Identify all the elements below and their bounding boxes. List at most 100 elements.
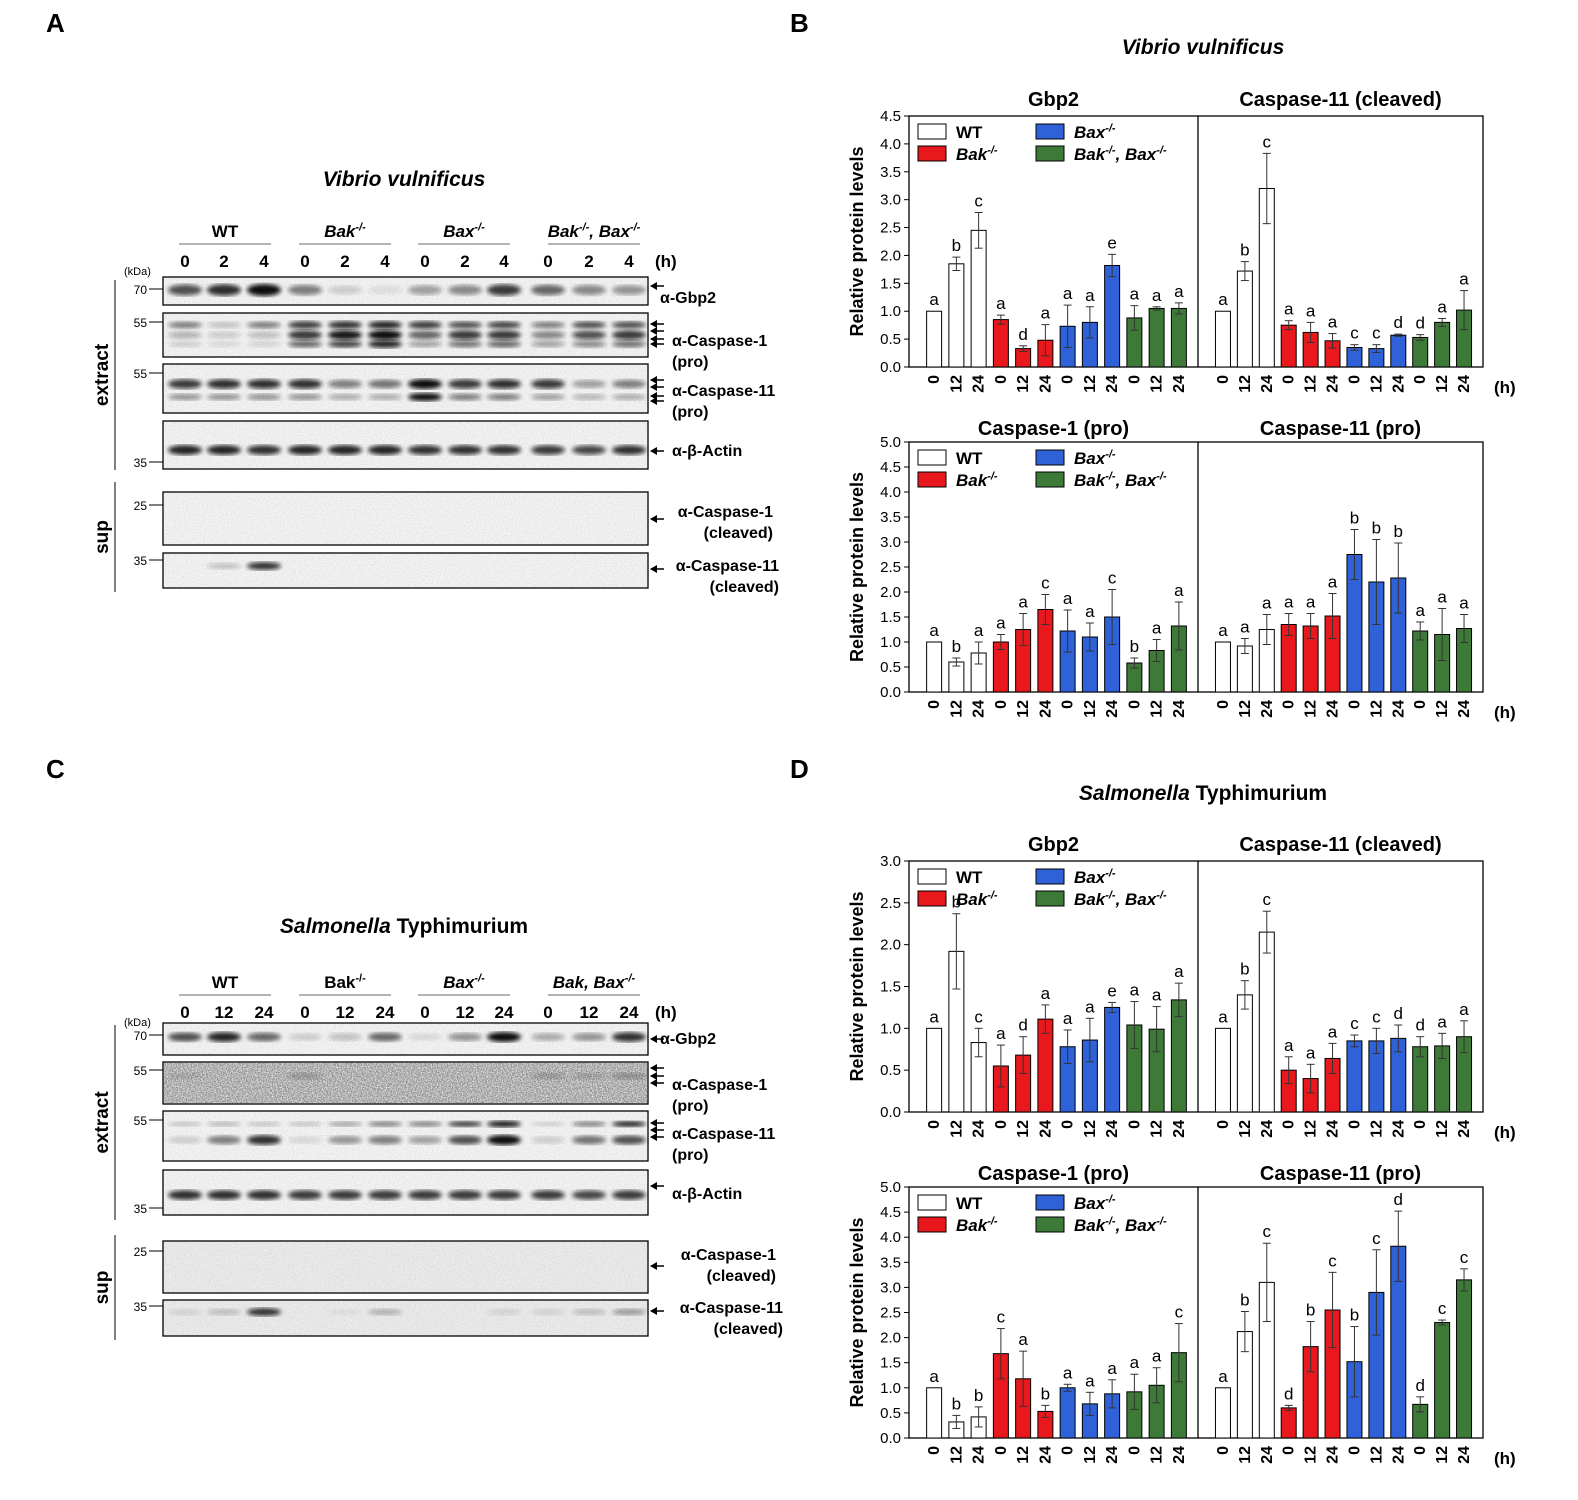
bar [1390,334,1407,368]
y-axis-label: Relative protein levels [847,146,867,336]
x-tick-label: 0 [1346,700,1363,709]
protein-band [368,340,402,348]
legend-label-wt: WT [956,123,983,142]
y-tick-label: 2.5 [880,1305,901,1322]
arrow-head [650,1133,657,1141]
bar [1434,321,1451,368]
significance-letter: a [1107,1359,1117,1378]
protein-band [168,445,202,455]
x-tick-label: 0 [1060,375,1077,384]
arrow-head [650,1126,657,1134]
legend-swatch-wt [917,123,947,140]
timepoint-label: 24 [255,1003,274,1022]
subpanel-title: Caspase-1 (pro) [978,1163,1129,1185]
y-tick-label: 0.5 [880,1062,901,1079]
subpanel-title: Gbp2 [1028,834,1079,856]
significance-letter: b [1130,637,1139,656]
x-tick-label: 12 [1015,1120,1032,1138]
protein-band [247,445,281,455]
arrow-head [650,320,657,328]
protein-band [408,1033,442,1041]
legend-label-bak: Bak-/- [956,145,998,164]
x-tick-label: 0 [1281,1446,1298,1455]
blot-strip: 55 α-Caspase-1 (pro) [134,1061,767,1115]
arrow-head [650,383,657,391]
x-tick-label: 12 [1303,375,1320,393]
protein-band [487,1309,521,1315]
protein-band [448,379,482,389]
blot-noise [164,365,647,412]
x-tick-label: 12 [1015,375,1032,393]
y-tick-label: 2.5 [880,895,901,912]
significance-letter: c [1372,1007,1381,1026]
timepoint-label: 0 [420,252,429,271]
protein-band [328,285,362,295]
protein-band [328,393,362,401]
significance-letter: a [1459,594,1469,613]
bar [1104,1006,1121,1113]
protein-band [168,321,202,329]
antibody-label: (cleaved) [710,579,779,596]
antibody-label: (pro) [672,404,708,421]
y-tick-label: 4.0 [880,1229,901,1246]
x-tick-label: 12 [1237,1446,1254,1464]
genotype-label: WT [212,222,239,241]
protein-band [572,393,606,401]
significance-letter: d [1394,313,1403,332]
bar-chart-B-top: 0.0 0.5 1.0 1.5 2.0 2.5 3.0 3.5 4.0 4.5 Relative p… [847,89,1516,397]
significance-letter: a [1152,986,1162,1005]
arrow-head [650,1072,657,1080]
chart-legend: WT Bax-/- Bak-/- Bak-/-, Bax-/- [917,449,1167,490]
arrow-head [650,1064,657,1072]
protein-band [207,1121,241,1127]
protein-band [612,330,646,340]
blot-strip: 35 α-Caspase-11 (cleaved) [134,552,779,596]
significance-letter: a [1459,1000,1469,1019]
legend-label-wt: WT [956,449,983,468]
y-tick-label: 1.5 [880,609,901,626]
x-tick-label: 24 [971,1446,988,1464]
mw-marker: 55 [134,367,148,381]
antibody-label: α-Caspase-1 [681,1247,776,1264]
protein-band [408,1190,442,1200]
chart-legend: WT Bax-/- Bak-/- Bak-/-, Bax-/- [917,868,1167,909]
x-tick-label: 12 [1303,1446,1320,1464]
protein-band [368,321,402,329]
genotype-label: Bax-/- [443,222,485,241]
protein-band [207,562,241,570]
bar [1214,1027,1231,1113]
protein-band [487,1135,521,1145]
x-tick-label: 12 [1434,375,1451,393]
significance-letter: c [1372,324,1381,343]
protein-band [487,340,521,348]
significance-letter: a [1085,286,1095,305]
protein-band [328,1190,362,1200]
protein-band [288,321,322,329]
protein-band [288,284,322,296]
protein-band [448,284,482,296]
legend-label-bakbax: Bak-/-, Bax-/- [1074,471,1167,490]
bar [926,641,943,693]
arrow-head [650,1182,657,1190]
protein-band [368,1121,402,1127]
x-tick-label: 0 [926,700,943,709]
protein-band [612,321,646,329]
bar [1280,1407,1297,1439]
mw-marker: 35 [134,1202,148,1216]
protein-band [168,1309,202,1315]
x-tick-label: 24 [1456,1120,1473,1138]
significance-letter: a [1063,589,1073,608]
protein-band [531,393,565,401]
bar [1346,1040,1363,1113]
significance-letter: c [1460,1248,1469,1267]
genotype-label: Bak-/-, Bax-/- [548,222,641,241]
legend-label-bax: Bax-/- [1074,123,1116,142]
x-tick-label: 24 [1325,1120,1342,1138]
protein-band [328,379,362,389]
protein-band [288,340,322,348]
significance-letter: b [1350,1306,1359,1325]
protein-band [247,379,281,389]
significance-letter: c [974,1007,983,1026]
significance-letter: a [1240,618,1250,637]
blot-noise [164,1171,647,1214]
